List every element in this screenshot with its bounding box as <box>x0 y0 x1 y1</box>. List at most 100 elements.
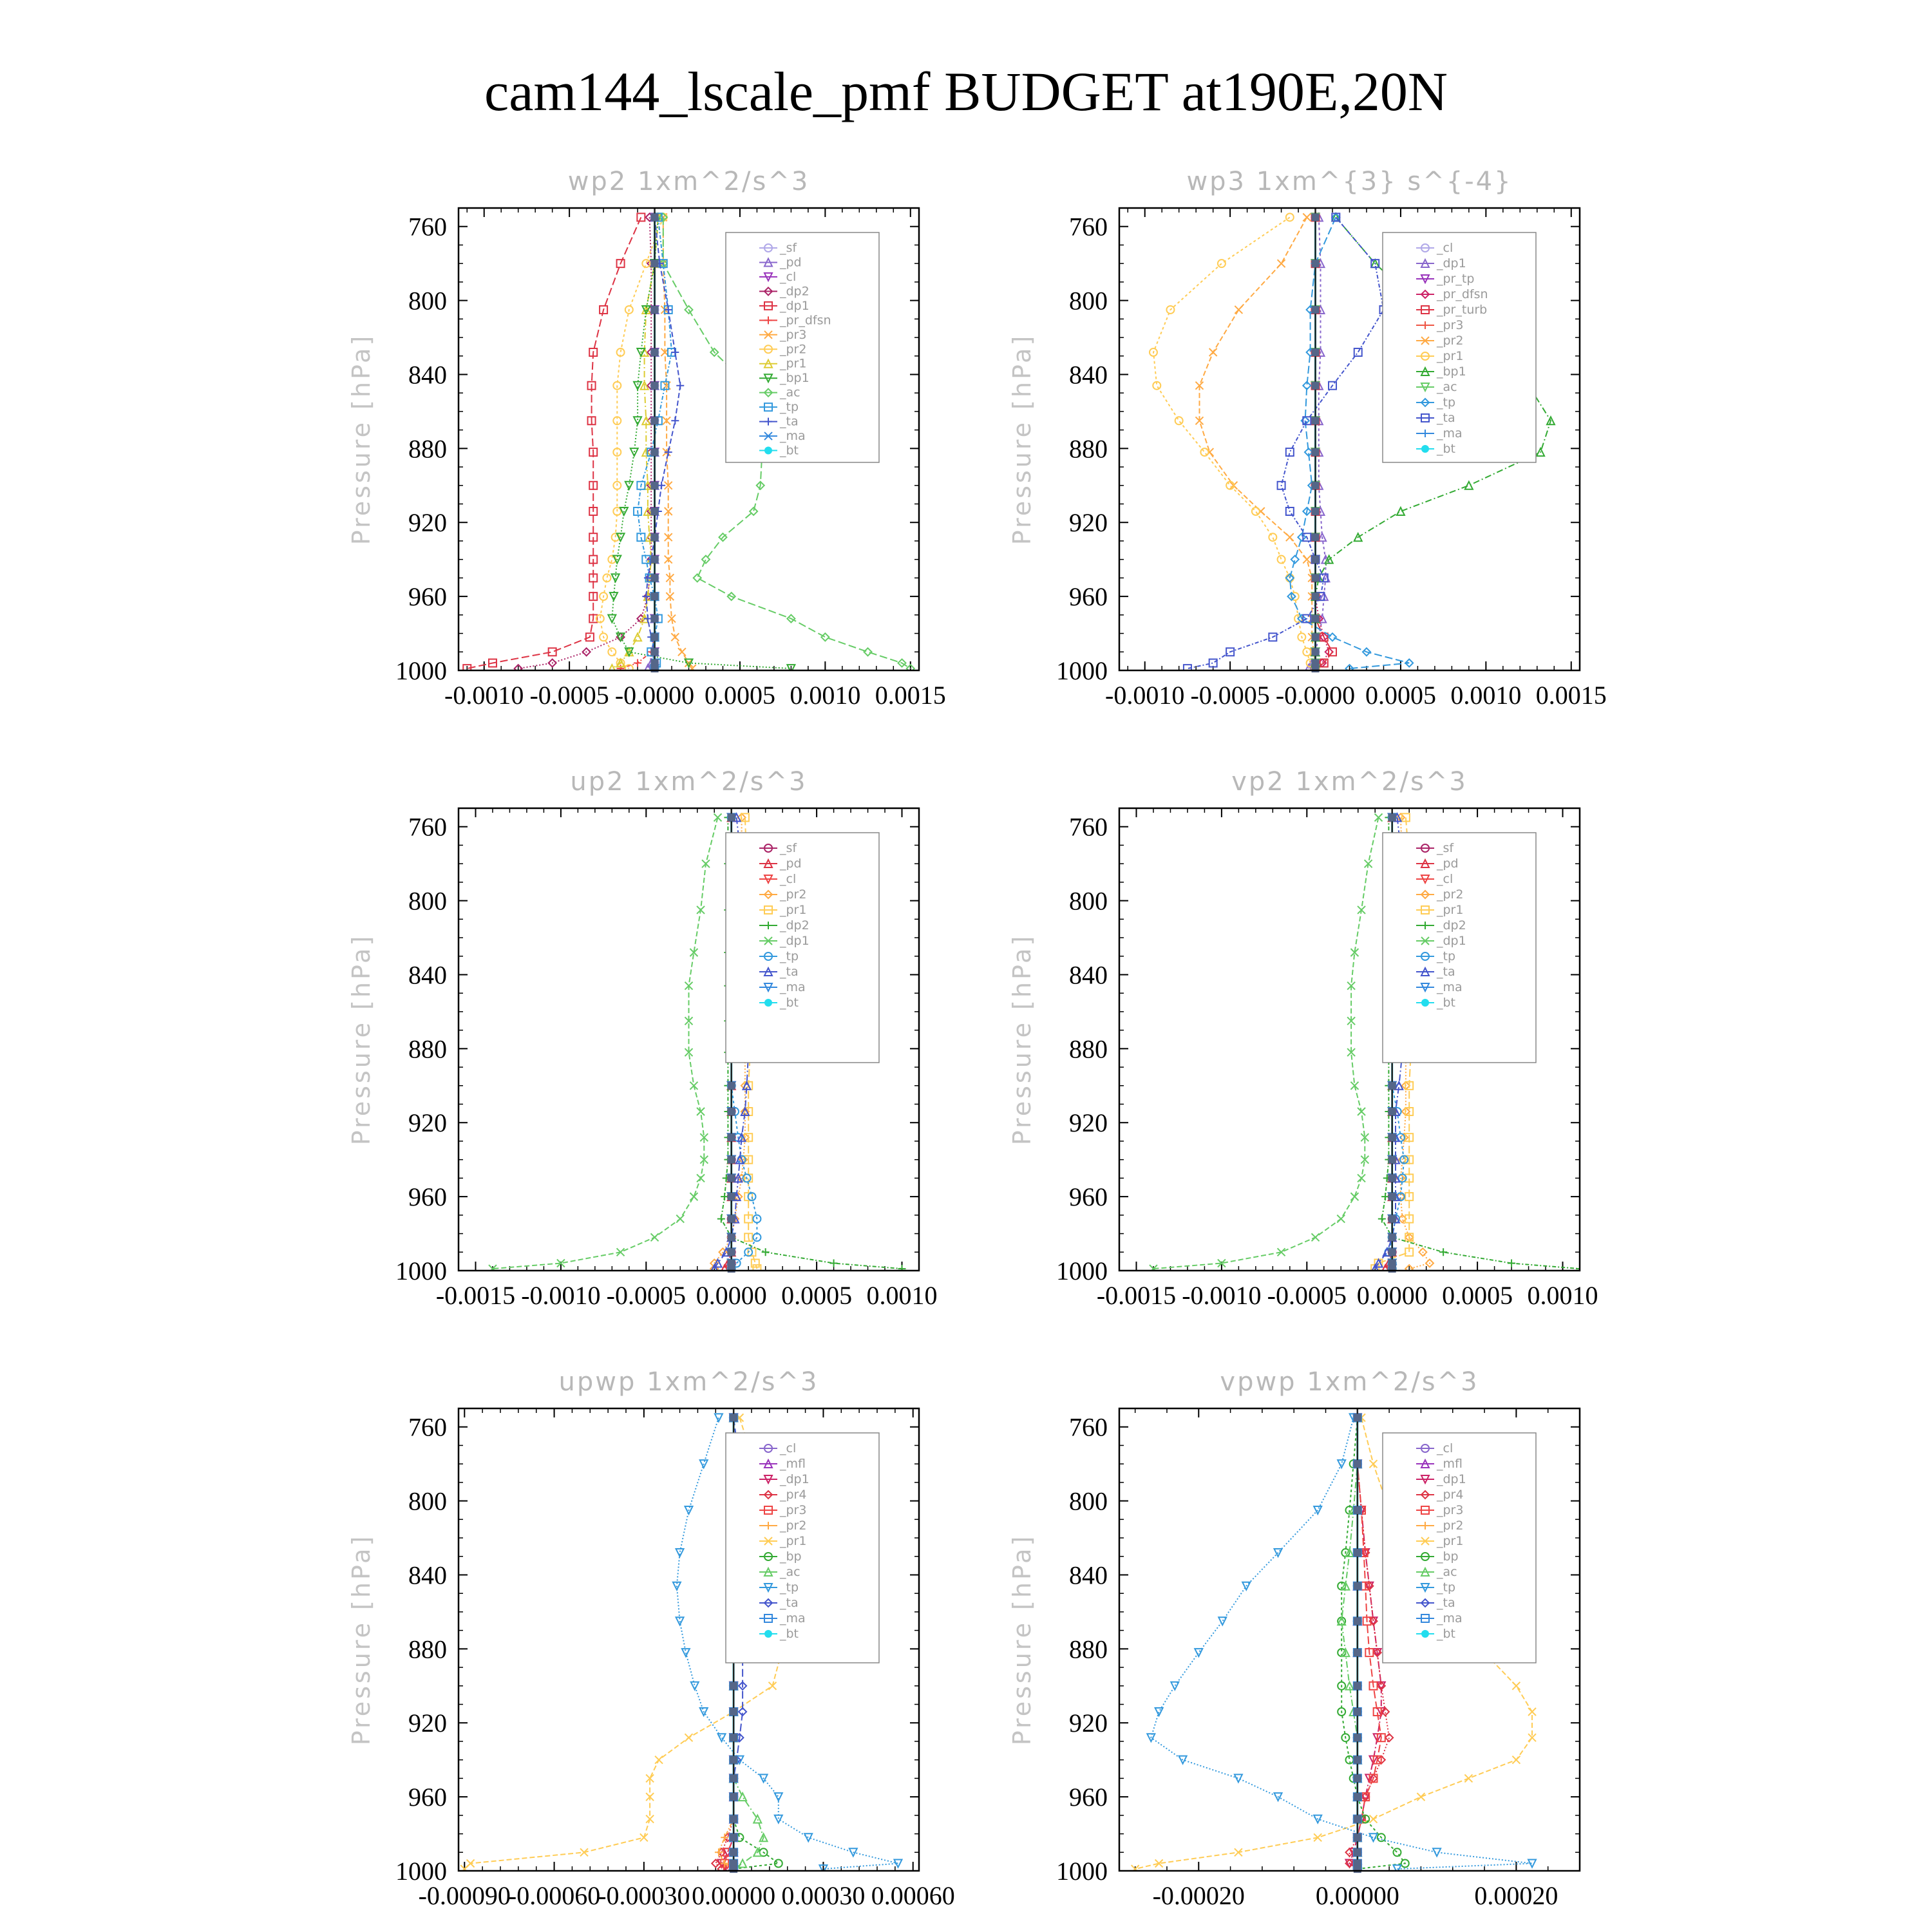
data-point <box>1178 1755 1188 1765</box>
data-point <box>1374 813 1383 822</box>
data-point <box>1302 416 1312 426</box>
data-point <box>1297 632 1307 642</box>
y-tick-label: 800 <box>1069 287 1108 316</box>
data-point <box>1528 1733 1537 1742</box>
panel-3: up2 1xm^2/s^3 Pressure [hPa] 760 800 840 880 9… <box>347 767 938 1310</box>
legend-marker <box>764 1537 773 1546</box>
data-point <box>1371 1263 1379 1271</box>
data-point <box>1361 647 1372 657</box>
data-point <box>1241 1581 1251 1591</box>
data-point <box>1350 948 1359 957</box>
x-tick-label: -0.0000 <box>615 681 694 710</box>
data-point <box>624 305 634 314</box>
legend-entry: _ma <box>1416 1611 1463 1625</box>
data-point <box>716 1733 727 1743</box>
data-point <box>1311 1233 1320 1242</box>
data-point <box>699 1707 709 1718</box>
data-point <box>624 647 634 658</box>
legend-label: _pr1 <box>1436 349 1463 363</box>
data-point <box>758 1832 769 1842</box>
data-point <box>1226 647 1235 657</box>
legend-entry: _ma <box>1416 426 1463 440</box>
series-line-tp <box>1289 216 1410 670</box>
legend-label: _cl <box>779 872 796 886</box>
legend-marker <box>763 374 773 384</box>
data-point <box>696 905 705 914</box>
overlap-marker <box>650 665 659 673</box>
legend-entry: _ta <box>759 1596 799 1610</box>
x-tick-label: -0.0005 <box>529 681 609 710</box>
overlap-marker <box>650 348 659 357</box>
x-tick-label: 0.0010 <box>867 1281 938 1310</box>
y-tick-label: 920 <box>1069 508 1108 537</box>
series-line-dp1 <box>492 817 719 1270</box>
data-point <box>744 1155 753 1164</box>
data-point <box>632 381 643 391</box>
data-point <box>670 632 680 642</box>
legend-label: _dp2 <box>779 918 810 933</box>
overlap-marker <box>650 555 659 564</box>
data-point <box>602 573 612 583</box>
data-point <box>721 1833 729 1842</box>
overlap-marker <box>1388 1133 1396 1142</box>
data-point <box>1350 1192 1359 1201</box>
data-point <box>721 1859 729 1868</box>
legend-label: _bp1 <box>1436 365 1466 379</box>
legend-marker <box>1420 875 1430 885</box>
overlap-marker <box>1311 448 1320 457</box>
data-point <box>1345 663 1354 670</box>
data-point <box>1166 305 1175 314</box>
data-point <box>905 663 916 670</box>
data-point <box>1276 554 1286 564</box>
legend-entry: _ma <box>759 429 806 443</box>
data-point <box>643 574 652 582</box>
overlap-marker <box>727 1108 735 1116</box>
legend-box <box>1382 832 1537 1063</box>
data-point <box>740 1106 750 1117</box>
legend-label: _pd <box>1436 857 1459 871</box>
legend-entry: _mfl <box>759 1457 806 1471</box>
legend-entry: _dp1 <box>1416 934 1466 948</box>
y-tick-label: 960 <box>408 1783 447 1812</box>
data-point <box>737 1858 748 1868</box>
data-point <box>699 1133 709 1142</box>
data-point <box>650 1233 659 1242</box>
data-point <box>1344 1680 1355 1690</box>
data-point <box>786 664 797 670</box>
data-point <box>1384 1732 1394 1743</box>
y-tick-label: 1000 <box>395 656 447 685</box>
legend-marker <box>1421 321 1429 329</box>
data-point <box>1208 658 1218 668</box>
data-point <box>674 1548 685 1558</box>
overlap-marker <box>1311 614 1320 623</box>
data-point <box>671 417 679 425</box>
overlap-marker <box>1353 1865 1361 1873</box>
overlap-marker <box>1388 1174 1396 1182</box>
data-point <box>1381 1263 1389 1271</box>
data-point <box>1217 1616 1227 1627</box>
data-point <box>684 981 694 990</box>
data-point <box>1376 1733 1386 1743</box>
overlap-marker <box>1311 507 1320 516</box>
data-point <box>615 632 626 643</box>
legend-entry: _pr3 <box>759 1503 806 1517</box>
data-point <box>1217 259 1226 269</box>
data-point <box>1268 533 1278 542</box>
legend-entry: _pr1 <box>1416 349 1463 363</box>
data-point <box>1317 531 1327 542</box>
y-tick-label: 800 <box>1069 1487 1108 1516</box>
legend-marker <box>1421 1522 1429 1530</box>
legend-marker <box>764 330 773 339</box>
legend-entry: _pr2 <box>759 342 806 356</box>
overlap-marker <box>730 1681 738 1690</box>
y-tick-label: 760 <box>1069 813 1108 842</box>
legend-entry: _bt <box>1416 1627 1455 1641</box>
overlap-marker <box>727 1193 735 1201</box>
overlap-marker <box>1311 213 1320 222</box>
overlap-marker <box>1353 1414 1361 1422</box>
panel-4: vp2 1xm^2/s^3 Pressure [hPa] 760 800 840 880 9… <box>1008 767 1598 1310</box>
legend-label: _bt <box>1436 1627 1455 1641</box>
data-point <box>1405 1081 1414 1090</box>
legend-entry: _tp <box>1416 1580 1455 1595</box>
data-point <box>624 480 634 491</box>
